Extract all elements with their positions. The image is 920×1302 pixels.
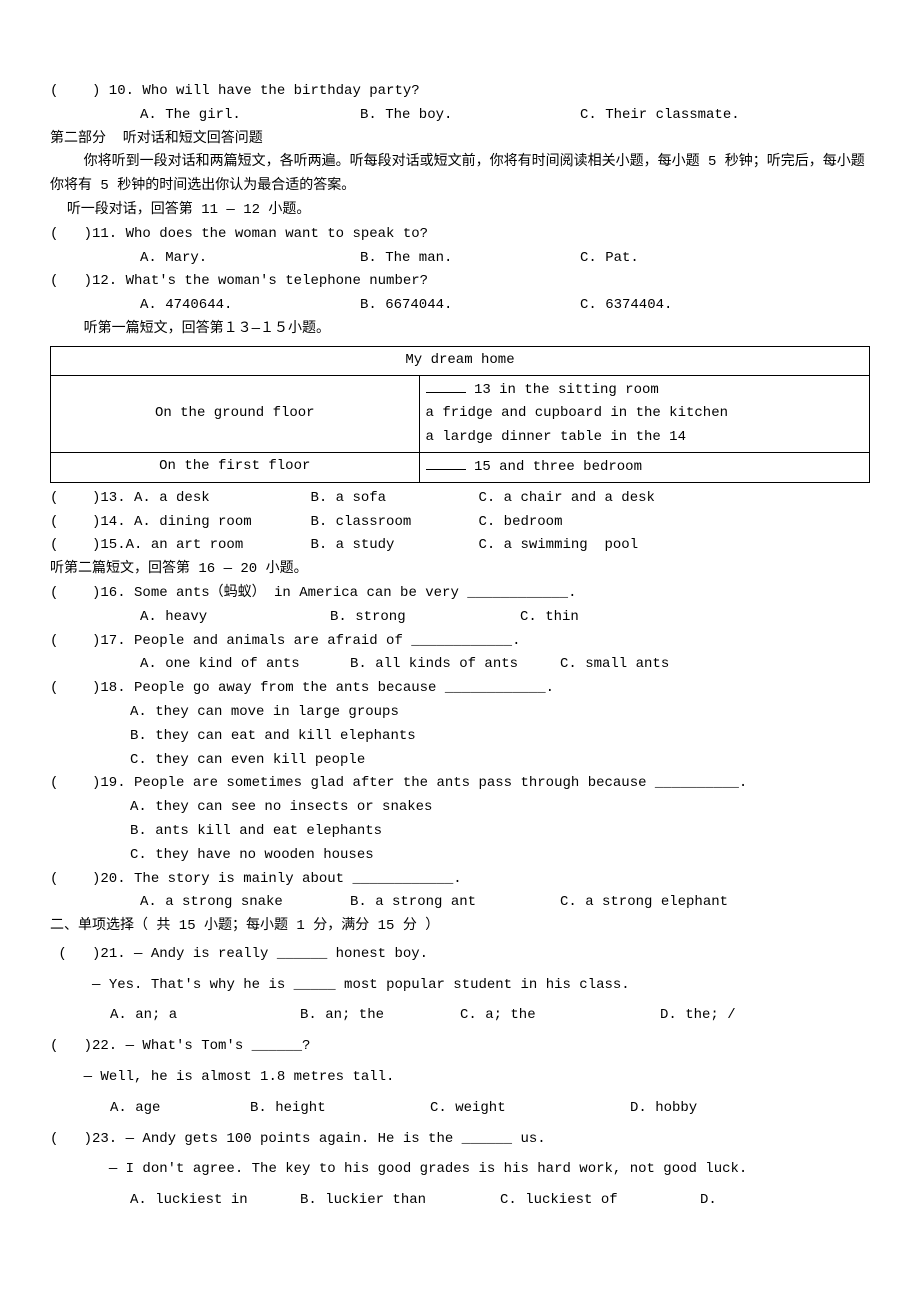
- q17-b[interactable]: B. all kinds of ants: [350, 653, 560, 677]
- q20-b[interactable]: B. a strong ant: [350, 891, 560, 915]
- q23-a[interactable]: A. luckiest in: [130, 1185, 300, 1216]
- q11-a[interactable]: A. Mary.: [140, 247, 360, 271]
- q16-options: A. heavy B. strong C. thin: [50, 606, 870, 630]
- q21-b[interactable]: B. an; the: [300, 1000, 460, 1031]
- table-r2c2: 15 and three bedroom: [419, 452, 869, 482]
- q11-text: ( )11. Who does the woman want to speak …: [50, 223, 870, 247]
- q21-l1: ( )21. — Andy is really ______ honest bo…: [50, 939, 870, 970]
- q17-text: ( )17. People and animals are afraid of …: [50, 630, 870, 654]
- dream-home-table: My dream home On the ground floor 13 in …: [50, 346, 870, 483]
- q17-a[interactable]: A. one kind of ants: [140, 653, 350, 677]
- table-r1c2a: 13 in the sitting room: [426, 378, 863, 403]
- q22-l1: ( )22. — What's Tom's ______?: [50, 1031, 870, 1062]
- q20-text: ( )20. The story is mainly about _______…: [50, 868, 870, 892]
- q10-c[interactable]: C. Their classmate.: [580, 104, 740, 128]
- table-title: My dream home: [51, 346, 870, 375]
- q20-a[interactable]: A. a strong snake: [140, 891, 350, 915]
- table-r2c1: On the first floor: [51, 452, 420, 482]
- table-r1c2b: a fridge and cupboard in the kitchen: [426, 402, 863, 426]
- q10-options: A. The girl. B. The boy. C. Their classm…: [50, 104, 870, 128]
- q22-l2: — Well, he is almost 1.8 metres tall.: [50, 1062, 870, 1093]
- q23-c[interactable]: C. luckiest of: [500, 1185, 700, 1216]
- q18-text: ( )18. People go away from the ants beca…: [50, 677, 870, 701]
- q10-text: ( ) 10. Who will have the birthday party…: [50, 80, 870, 104]
- q10-a[interactable]: A. The girl.: [140, 104, 360, 128]
- q12-options: A. 4740644. B. 6674044. C. 6374404.: [50, 294, 870, 318]
- q15-text: ( )15.A. an art room B. a study C. a swi…: [50, 534, 870, 558]
- q11-options: A. Mary. B. The man. C. Pat.: [50, 247, 870, 271]
- q23-l1: ( )23. — Andy gets 100 points again. He …: [50, 1124, 870, 1155]
- part2-title: 二、单项选择（ 共 15 小题；每小题 1 分，满分 15 分 ）: [50, 915, 870, 939]
- q21-options: A. an; a B. an; the C. a; the D. the; /: [50, 1000, 870, 1031]
- q12-c[interactable]: C. 6374404.: [580, 294, 672, 318]
- q17-c[interactable]: C. small ants: [560, 653, 669, 677]
- passage2-intro: 听第二篇短文，回答第 16 — 20 小题。: [50, 558, 870, 582]
- q16-text: ( )16. Some ants（蚂蚁） in America can be v…: [50, 582, 870, 606]
- q14-text: ( )14. A. dining room B. classroom C. be…: [50, 511, 870, 535]
- q10-b[interactable]: B. The boy.: [360, 104, 580, 128]
- section2-title: 第二部分 听对话和短文回答问题: [50, 128, 870, 152]
- q23-d[interactable]: D.: [700, 1185, 717, 1216]
- q16-c[interactable]: C. thin: [520, 606, 579, 630]
- q23-b[interactable]: B. luckier than: [300, 1185, 500, 1216]
- q22-b[interactable]: B. height: [250, 1093, 430, 1124]
- q18-b[interactable]: B. they can eat and kill elephants: [50, 725, 870, 749]
- q20-options: A. a strong snake B. a strong ant C. a s…: [50, 891, 870, 915]
- q13-text: ( )13. A. a desk B. a sofa C. a chair an…: [50, 487, 870, 511]
- q23-l2: — I don't agree. The key to his good gra…: [50, 1154, 870, 1185]
- q16-b[interactable]: B. strong: [330, 606, 520, 630]
- q11-c[interactable]: C. Pat.: [580, 247, 639, 271]
- q22-d[interactable]: D. hobby: [630, 1093, 697, 1124]
- q12-a[interactable]: A. 4740644.: [140, 294, 360, 318]
- q21-c[interactable]: C. a; the: [460, 1000, 660, 1031]
- section2-intro2: 听一段对话，回答第 11 — 12 小题。: [50, 199, 870, 223]
- table-r1c2c: a lardge dinner table in the 14: [426, 426, 863, 450]
- q22-c[interactable]: C. weight: [430, 1093, 630, 1124]
- q21-a[interactable]: A. an; a: [110, 1000, 300, 1031]
- q22-a[interactable]: A. age: [110, 1093, 250, 1124]
- table-r1c1: On the ground floor: [51, 375, 420, 452]
- q18-c[interactable]: C. they can even kill people: [50, 749, 870, 773]
- q21-d[interactable]: D. the; /: [660, 1000, 736, 1031]
- q12-text: ( )12. What's the woman's telephone numb…: [50, 270, 870, 294]
- q18-a[interactable]: A. they can move in large groups: [50, 701, 870, 725]
- q19-b[interactable]: B. ants kill and eat elephants: [50, 820, 870, 844]
- section2-intro1: 你将听到一段对话和两篇短文，各听两遍。听每段对话或短文前，你将有时间阅读相关小题…: [50, 151, 870, 199]
- table-r1c2: 13 in the sitting room a fridge and cupb…: [419, 375, 869, 452]
- q23-options: A. luckiest in B. luckier than C. luckie…: [50, 1185, 870, 1216]
- q17-options: A. one kind of ants B. all kinds of ants…: [50, 653, 870, 677]
- q21-l2: — Yes. That's why he is _____ most popul…: [50, 970, 870, 1001]
- q12-b[interactable]: B. 6674044.: [360, 294, 580, 318]
- passage1-intro: 听第一篇短文，回答第１３—１５小题。: [50, 318, 870, 342]
- q11-b[interactable]: B. The man.: [360, 247, 580, 271]
- q19-text: ( )19. People are sometimes glad after t…: [50, 772, 870, 796]
- q22-options: A. age B. height C. weight D. hobby: [50, 1093, 870, 1124]
- q19-c[interactable]: C. they have no wooden houses: [50, 844, 870, 868]
- q19-a[interactable]: A. they can see no insects or snakes: [50, 796, 870, 820]
- q16-a[interactable]: A. heavy: [140, 606, 330, 630]
- q20-c[interactable]: C. a strong elephant: [560, 891, 728, 915]
